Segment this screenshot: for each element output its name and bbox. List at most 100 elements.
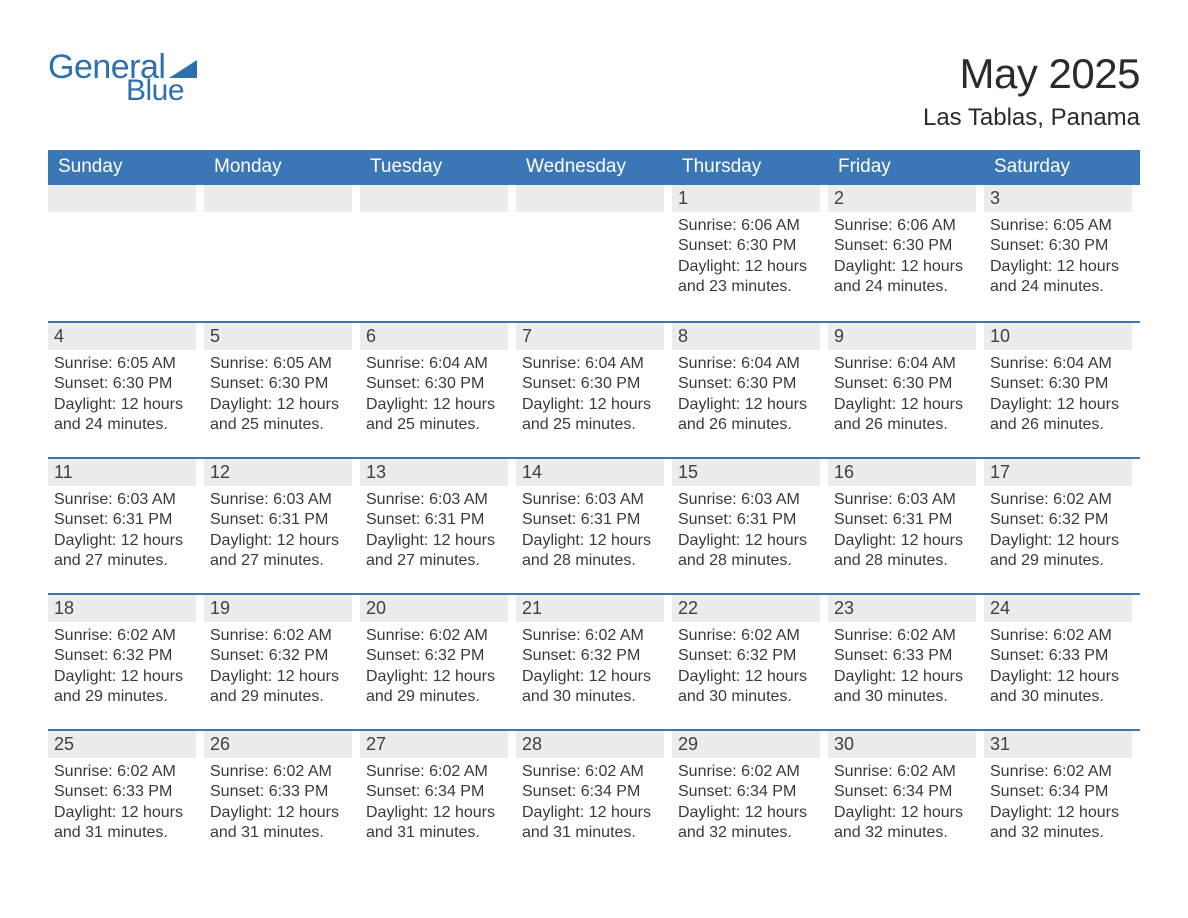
day-details: Sunrise: 6:04 AMSunset: 6:30 PMDaylight:…	[360, 354, 508, 436]
day-cell: 23Sunrise: 6:02 AMSunset: 6:33 PMDayligh…	[828, 595, 984, 719]
daylight-line: Daylight: 12 hours and 30 minutes.	[990, 667, 1132, 708]
day-details: Sunrise: 6:02 AMSunset: 6:34 PMDaylight:…	[516, 762, 664, 844]
daylight-line: Daylight: 12 hours and 31 minutes.	[210, 803, 352, 844]
day-number: 17	[984, 459, 1132, 486]
day-cell	[204, 185, 360, 311]
sunset-line: Sunset: 6:33 PM	[54, 782, 196, 802]
sunset-line: Sunset: 6:31 PM	[54, 510, 196, 530]
day-cell: 13Sunrise: 6:03 AMSunset: 6:31 PMDayligh…	[360, 459, 516, 583]
sunrise-line: Sunrise: 6:04 AM	[678, 354, 820, 374]
sunset-line: Sunset: 6:34 PM	[522, 782, 664, 802]
day-cell: 25Sunrise: 6:02 AMSunset: 6:33 PMDayligh…	[48, 731, 204, 855]
sunset-line: Sunset: 6:30 PM	[678, 236, 820, 256]
sunrise-line: Sunrise: 6:04 AM	[522, 354, 664, 374]
day-cell: 12Sunrise: 6:03 AMSunset: 6:31 PMDayligh…	[204, 459, 360, 583]
sunset-line: Sunset: 6:30 PM	[210, 374, 352, 394]
sunrise-line: Sunrise: 6:02 AM	[678, 626, 820, 646]
sunrise-line: Sunrise: 6:02 AM	[54, 626, 196, 646]
daylight-line: Daylight: 12 hours and 27 minutes.	[210, 531, 352, 572]
weekday-header: Wednesday	[516, 150, 672, 185]
daylight-line: Daylight: 12 hours and 28 minutes.	[834, 531, 976, 572]
sunrise-line: Sunrise: 6:03 AM	[54, 490, 196, 510]
day-number: 4	[48, 323, 196, 350]
sunrise-line: Sunrise: 6:05 AM	[990, 216, 1132, 236]
sunrise-line: Sunrise: 6:02 AM	[990, 490, 1132, 510]
sunrise-line: Sunrise: 6:04 AM	[366, 354, 508, 374]
sunrise-line: Sunrise: 6:04 AM	[990, 354, 1132, 374]
sunrise-line: Sunrise: 6:02 AM	[522, 626, 664, 646]
week-row: 11Sunrise: 6:03 AMSunset: 6:31 PMDayligh…	[48, 457, 1140, 583]
day-cell: 30Sunrise: 6:02 AMSunset: 6:34 PMDayligh…	[828, 731, 984, 855]
day-number: 3	[984, 185, 1132, 212]
day-cell: 31Sunrise: 6:02 AMSunset: 6:34 PMDayligh…	[984, 731, 1140, 855]
day-number: 22	[672, 595, 820, 622]
daylight-line: Daylight: 12 hours and 26 minutes.	[990, 395, 1132, 436]
day-cell: 10 Sunrise: 6:04 AMSunset: 6:30 PMDayligh…	[984, 323, 1140, 447]
sunset-line: Sunset: 6:31 PM	[834, 510, 976, 530]
day-cell: 4 Sunrise: 6:05 AMSunset: 6:30 PMDaylight…	[48, 323, 204, 447]
day-number: 29	[672, 731, 820, 758]
day-cell	[360, 185, 516, 311]
daylight-line: Daylight: 12 hours and 32 minutes.	[834, 803, 976, 844]
daylight-line: Daylight: 12 hours and 28 minutes.	[522, 531, 664, 572]
day-cell: 22 Sunrise: 6:02 AMSunset: 6:32 PMDayligh…	[672, 595, 828, 719]
day-cell: 27Sunrise: 6:02 AMSunset: 6:34 PMDayligh…	[360, 731, 516, 855]
daylight-line: Daylight: 12 hours and 29 minutes.	[366, 667, 508, 708]
daylight-line: Daylight: 12 hours and 27 minutes.	[54, 531, 196, 572]
day-cell: 16Sunrise: 6:03 AMSunset: 6:31 PMDayligh…	[828, 459, 984, 583]
day-details: Sunrise: 6:02 AMSunset: 6:32 PMDaylight:…	[672, 626, 820, 708]
week-row: 18 Sunrise: 6:02 AMSunset: 6:32 PMDayligh…	[48, 593, 1140, 719]
day-number: 15	[672, 459, 820, 486]
daylight-line: Daylight: 12 hours and 30 minutes.	[678, 667, 820, 708]
sunrise-line: Sunrise: 6:02 AM	[366, 762, 508, 782]
weekday-header-row: SundayMondayTuesdayWednesdayThursdayFrid…	[48, 150, 1140, 185]
sunset-line: Sunset: 6:31 PM	[522, 510, 664, 530]
day-details: Sunrise: 6:04 AMSunset: 6:30 PMDaylight:…	[828, 354, 976, 436]
day-number: 6	[360, 323, 508, 350]
day-details: Sunrise: 6:05 AMSunset: 6:30 PMDaylight:…	[48, 354, 196, 436]
sunset-line: Sunset: 6:34 PM	[990, 782, 1132, 802]
day-number: 16	[828, 459, 976, 486]
daylight-line: Daylight: 12 hours and 29 minutes.	[54, 667, 196, 708]
sunrise-line: Sunrise: 6:03 AM	[210, 490, 352, 510]
day-details: Sunrise: 6:06 AMSunset: 6:30 PMDaylight:…	[828, 216, 976, 298]
daylight-line: Daylight: 12 hours and 26 minutes.	[678, 395, 820, 436]
sunrise-line: Sunrise: 6:02 AM	[210, 626, 352, 646]
sunset-line: Sunset: 6:31 PM	[678, 510, 820, 530]
sunset-line: Sunset: 6:30 PM	[834, 374, 976, 394]
day-number: 5	[204, 323, 352, 350]
day-details: Sunrise: 6:02 AMSunset: 6:33 PMDaylight:…	[48, 762, 196, 844]
sunrise-line: Sunrise: 6:02 AM	[990, 762, 1132, 782]
day-cell: 6 Sunrise: 6:04 AMSunset: 6:30 PMDaylight…	[360, 323, 516, 447]
sunset-line: Sunset: 6:30 PM	[366, 374, 508, 394]
daylight-line: Daylight: 12 hours and 31 minutes.	[366, 803, 508, 844]
week-row: 4Sunrise: 6:05 AMSunset: 6:30 PMDaylight…	[48, 321, 1140, 447]
day-number: 10	[984, 323, 1132, 350]
sunset-line: Sunset: 6:31 PM	[366, 510, 508, 530]
day-cell	[48, 185, 204, 311]
sunrise-line: Sunrise: 6:02 AM	[678, 762, 820, 782]
daylight-line: Daylight: 12 hours and 27 minutes.	[366, 531, 508, 572]
day-number: 2	[828, 185, 976, 212]
daylight-line: Daylight: 12 hours and 31 minutes.	[54, 803, 196, 844]
day-number	[204, 185, 352, 212]
day-cell: 3Sunrise: 6:05 AMSunset: 6:30 PMDaylight…	[984, 185, 1140, 311]
sunrise-line: Sunrise: 6:03 AM	[366, 490, 508, 510]
day-details: Sunrise: 6:04 AMSunset: 6:30 PMDaylight:…	[984, 354, 1132, 436]
day-number: 8	[672, 323, 820, 350]
weekday-header: Tuesday	[360, 150, 516, 185]
day-number: 24	[984, 595, 1132, 622]
day-number: 18	[48, 595, 196, 622]
day-details: Sunrise: 6:05 AMSunset: 6:30 PMDaylight:…	[204, 354, 352, 436]
sunset-line: Sunset: 6:33 PM	[990, 646, 1132, 666]
day-details: Sunrise: 6:02 AMSunset: 6:32 PMDaylight:…	[360, 626, 508, 708]
day-number: 30	[828, 731, 976, 758]
sunrise-line: Sunrise: 6:05 AM	[210, 354, 352, 374]
day-cell: 8 Sunrise: 6:04 AMSunset: 6:30 PMDaylight…	[672, 323, 828, 447]
daylight-line: Daylight: 12 hours and 32 minutes.	[678, 803, 820, 844]
daylight-line: Daylight: 12 hours and 30 minutes.	[522, 667, 664, 708]
sunrise-line: Sunrise: 6:02 AM	[54, 762, 196, 782]
day-details: Sunrise: 6:02 AMSunset: 6:34 PMDaylight:…	[984, 762, 1132, 844]
day-details: Sunrise: 6:04 AMSunset: 6:30 PMDaylight:…	[672, 354, 820, 436]
daylight-line: Daylight: 12 hours and 28 minutes.	[678, 531, 820, 572]
